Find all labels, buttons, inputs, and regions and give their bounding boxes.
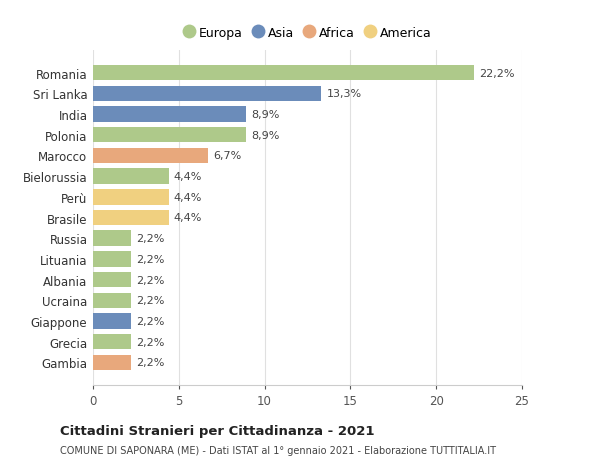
Bar bbox=[93, 148, 208, 164]
Text: Cittadini Stranieri per Cittadinanza - 2021: Cittadini Stranieri per Cittadinanza - 2… bbox=[60, 425, 374, 437]
Text: COMUNE DI SAPONARA (ME) - Dati ISTAT al 1° gennaio 2021 - Elaborazione TUTTITALI: COMUNE DI SAPONARA (ME) - Dati ISTAT al … bbox=[60, 445, 496, 455]
Bar bbox=[93, 252, 131, 267]
Bar bbox=[93, 334, 131, 350]
Bar bbox=[93, 128, 246, 143]
Bar bbox=[93, 169, 169, 185]
Bar bbox=[93, 313, 131, 329]
Bar bbox=[93, 210, 169, 226]
Text: 2,2%: 2,2% bbox=[136, 234, 164, 244]
Text: 2,2%: 2,2% bbox=[136, 254, 164, 264]
Bar bbox=[93, 190, 169, 205]
Bar bbox=[93, 231, 131, 246]
Legend: Europa, Asia, Africa, America: Europa, Asia, Africa, America bbox=[180, 23, 435, 44]
Text: 4,4%: 4,4% bbox=[173, 192, 202, 202]
Bar bbox=[93, 66, 474, 81]
Text: 2,2%: 2,2% bbox=[136, 296, 164, 306]
Text: 2,2%: 2,2% bbox=[136, 337, 164, 347]
Bar bbox=[93, 293, 131, 308]
Text: 4,4%: 4,4% bbox=[173, 213, 202, 223]
Text: 22,2%: 22,2% bbox=[479, 68, 515, 78]
Text: 13,3%: 13,3% bbox=[326, 89, 362, 99]
Bar bbox=[93, 86, 321, 102]
Text: 2,2%: 2,2% bbox=[136, 358, 164, 368]
Text: 6,7%: 6,7% bbox=[213, 151, 241, 161]
Bar bbox=[93, 272, 131, 288]
Bar bbox=[93, 107, 246, 123]
Text: 2,2%: 2,2% bbox=[136, 275, 164, 285]
Bar bbox=[93, 355, 131, 370]
Text: 4,4%: 4,4% bbox=[173, 172, 202, 182]
Text: 2,2%: 2,2% bbox=[136, 316, 164, 326]
Text: 8,9%: 8,9% bbox=[251, 130, 279, 140]
Text: 8,9%: 8,9% bbox=[251, 110, 279, 120]
